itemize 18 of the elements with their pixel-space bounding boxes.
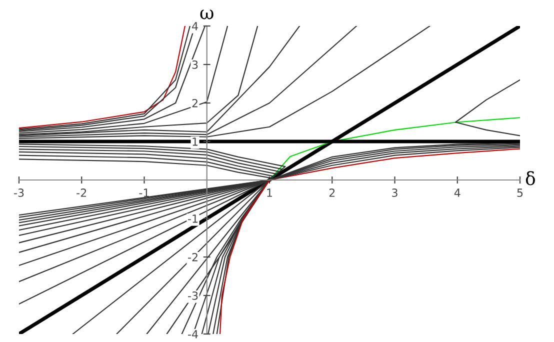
x-tick-label: 1 — [267, 188, 272, 197]
y-tick-label: -2 — [188, 252, 198, 262]
y-tick-label: -4 — [188, 330, 198, 338]
x-axis-title: δ — [526, 171, 535, 186]
x-tick-label: -3 — [14, 188, 24, 197]
y-tick-label: 3 — [192, 60, 198, 69]
y-tick-label: -1 — [188, 214, 198, 223]
y-tick-label: 4 — [192, 22, 198, 30]
x-tick-label: 3 — [392, 188, 398, 197]
x-tick-label: -2 — [76, 188, 86, 197]
x-tick-label: 4 — [454, 188, 460, 197]
y-axis-title: ω — [200, 10, 214, 20]
y-tick-label: -3 — [188, 291, 198, 300]
y-tick-label: 2 — [192, 98, 198, 108]
x-tick-label: 2 — [329, 188, 335, 197]
x-tick-label: 5 — [517, 188, 523, 197]
x-tick-label: -1 — [139, 188, 149, 197]
y-tick-label: 1 — [192, 138, 198, 146]
